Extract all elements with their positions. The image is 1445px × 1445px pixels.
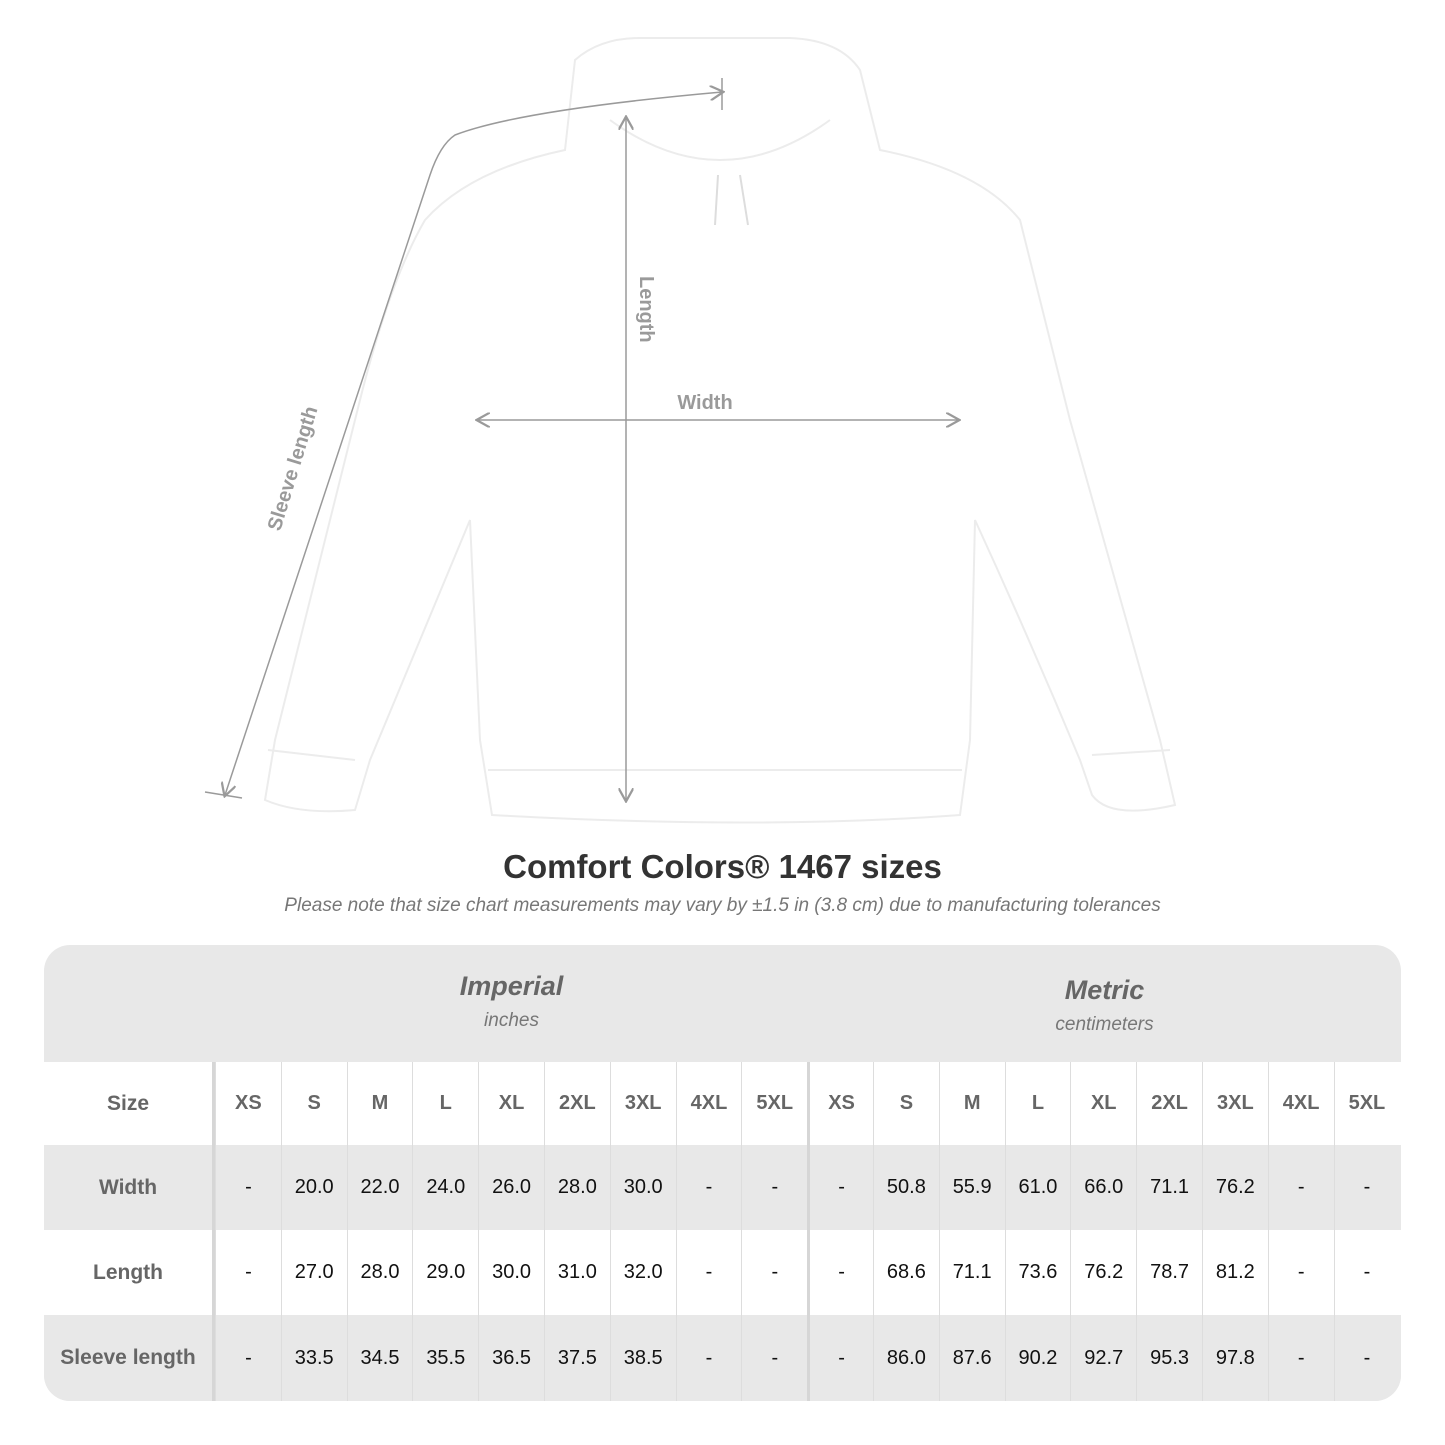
imperial-value-cell: 22.0 bbox=[346, 1145, 413, 1230]
imperial-value-cell: 37.5 bbox=[543, 1315, 610, 1401]
imperial-value-cell: 32.0 bbox=[609, 1230, 676, 1315]
metric-size-xs: XS bbox=[807, 1062, 873, 1145]
imperial-value-cell: - bbox=[675, 1315, 742, 1401]
imperial-size-3xl: 3XL bbox=[609, 1062, 676, 1145]
metric-value-cell: 61.0 bbox=[1004, 1145, 1071, 1230]
imperial-value-cell: 24.0 bbox=[412, 1145, 478, 1230]
metric-value-cell: 68.6 bbox=[872, 1230, 939, 1315]
imperial-value-cell: - bbox=[741, 1230, 807, 1315]
page-title: Comfort Colors® 1467 sizes bbox=[503, 848, 942, 885]
imperial-value-cell: 30.0 bbox=[609, 1145, 676, 1230]
row-label: Width bbox=[44, 1145, 215, 1230]
metric-size-xl: XL bbox=[1070, 1062, 1136, 1145]
row-label: Sleeve length bbox=[44, 1315, 215, 1401]
imperial-header: Imperial inches bbox=[215, 945, 808, 1062]
metric-value-cell: 97.8 bbox=[1201, 1315, 1268, 1401]
metric-size-m: M bbox=[938, 1062, 1005, 1145]
metric-value-cell: - bbox=[807, 1145, 873, 1230]
imperial-size-s: S bbox=[280, 1062, 347, 1145]
imperial-value-cell: 26.0 bbox=[478, 1145, 544, 1230]
imperial-size-4xl: 4XL bbox=[675, 1062, 742, 1145]
metric-value-cell: - bbox=[1333, 1145, 1400, 1230]
imperial-value-cell: 29.0 bbox=[412, 1230, 478, 1315]
imperial-size-l: L bbox=[412, 1062, 478, 1145]
metric-value-cell: - bbox=[1267, 1145, 1334, 1230]
size-column-label: Size bbox=[44, 1062, 215, 1145]
imperial-value-cell: - bbox=[215, 1145, 281, 1230]
imperial-unit: inches bbox=[484, 1010, 539, 1031]
sleeve-line bbox=[225, 92, 722, 795]
imperial-value-cell: - bbox=[215, 1315, 281, 1401]
hoodie-image bbox=[263, 37, 1177, 824]
metric-value-cell: 90.2 bbox=[1004, 1315, 1071, 1401]
metric-value-cell: - bbox=[1267, 1230, 1334, 1315]
imperial-size-2xl: 2XL bbox=[543, 1062, 610, 1145]
metric-size-3xl: 3XL bbox=[1201, 1062, 1268, 1145]
metric-value-cell: 71.1 bbox=[1136, 1145, 1202, 1230]
metric-value-cell: - bbox=[807, 1230, 873, 1315]
imperial-value-cell: 35.5 bbox=[412, 1315, 478, 1401]
metric-value-cell: 78.7 bbox=[1136, 1230, 1202, 1315]
metric-value-cell: 76.2 bbox=[1201, 1145, 1268, 1230]
measurement-lines bbox=[204, 78, 958, 800]
hoodie-measurement-diagram: Length Width Sleeve length bbox=[204, 37, 1177, 824]
table-row: Width -20.0 22.0 24.0 26.0 28.0 30.0- - -50.8 55.… bbox=[44, 1145, 1401, 1230]
metric-value-cell: 55.9 bbox=[938, 1145, 1005, 1230]
table-row: Length -27.0 28.0 29.0 30.0 31.0 32.0- - -68.6 71… bbox=[44, 1230, 1401, 1315]
metric-size-s: S bbox=[872, 1062, 939, 1145]
metric-size-5xl: 5XL bbox=[1333, 1062, 1400, 1145]
table-row: Sleeve length -33.5 34.5 35.5 36.5 37.5 38.5- -… bbox=[44, 1315, 1401, 1401]
metric-value-cell: 92.7 bbox=[1070, 1315, 1136, 1401]
metric-value-cell: 71.1 bbox=[938, 1230, 1005, 1315]
metric-value-cell: 86.0 bbox=[872, 1315, 939, 1401]
metric-value-cell: 66.0 bbox=[1070, 1145, 1136, 1230]
metric-value-cell: - bbox=[1333, 1230, 1400, 1315]
imperial-value-cell: - bbox=[675, 1145, 742, 1230]
width-label: Width bbox=[677, 392, 732, 414]
imperial-value-cell: - bbox=[215, 1230, 281, 1315]
size-header-row: Size XS S M L XL 2XL 3XL 4XL 5XL XS S M L XL 2XL 3XL 4XL 5… bbox=[44, 1062, 1401, 1145]
imperial-value-cell: 28.0 bbox=[543, 1145, 610, 1230]
metric-value-cell: 50.8 bbox=[872, 1145, 939, 1230]
imperial-value-cell: - bbox=[741, 1145, 807, 1230]
imperial-value-cell: 31.0 bbox=[543, 1230, 610, 1315]
metric-unit: centimeters bbox=[1055, 1014, 1154, 1035]
imperial-value-cell: 36.5 bbox=[478, 1315, 544, 1401]
metric-value-cell: 81.2 bbox=[1201, 1230, 1268, 1315]
imperial-value-cell: 27.0 bbox=[280, 1230, 347, 1315]
imperial-size-m: M bbox=[346, 1062, 413, 1145]
metric-size-2xl: 2XL bbox=[1136, 1062, 1202, 1145]
length-label: Length bbox=[635, 276, 657, 343]
metric-value-cell: - bbox=[807, 1315, 873, 1401]
imperial-size-5xl: 5XL bbox=[741, 1062, 807, 1145]
metric-title: Metric bbox=[1064, 975, 1145, 1005]
imperial-value-cell: 38.5 bbox=[609, 1315, 676, 1401]
metric-value-cell: 95.3 bbox=[1136, 1315, 1202, 1401]
imperial-value-cell: 34.5 bbox=[346, 1315, 413, 1401]
imperial-value-cell: 30.0 bbox=[478, 1230, 544, 1315]
metric-size-l: L bbox=[1004, 1062, 1071, 1145]
imperial-size-xl: XL bbox=[478, 1062, 544, 1145]
imperial-value-cell: 33.5 bbox=[280, 1315, 347, 1401]
tolerance-note: Please note that size chart measurements… bbox=[284, 895, 1161, 916]
row-label: Length bbox=[44, 1230, 215, 1315]
imperial-title: Imperial bbox=[459, 971, 564, 1001]
imperial-value-cell: - bbox=[675, 1230, 742, 1315]
metric-header: Metric centimeters bbox=[808, 945, 1401, 1062]
imperial-value-cell: - bbox=[741, 1315, 807, 1401]
size-table: Imperial inches Metric centimeters Size X… bbox=[44, 945, 1401, 1401]
imperial-value-cell: 28.0 bbox=[346, 1230, 413, 1315]
metric-value-cell: 73.6 bbox=[1004, 1230, 1071, 1315]
metric-value-cell: 76.2 bbox=[1070, 1230, 1136, 1315]
metric-value-cell: - bbox=[1267, 1315, 1334, 1401]
imperial-value-cell: 20.0 bbox=[280, 1145, 347, 1230]
metric-value-cell: 87.6 bbox=[938, 1315, 1005, 1401]
sleeve-length-label: Sleeve length bbox=[264, 404, 323, 534]
imperial-size-xs: XS bbox=[215, 1062, 281, 1145]
metric-size-4xl: 4XL bbox=[1267, 1062, 1334, 1145]
metric-value-cell: - bbox=[1333, 1315, 1400, 1401]
